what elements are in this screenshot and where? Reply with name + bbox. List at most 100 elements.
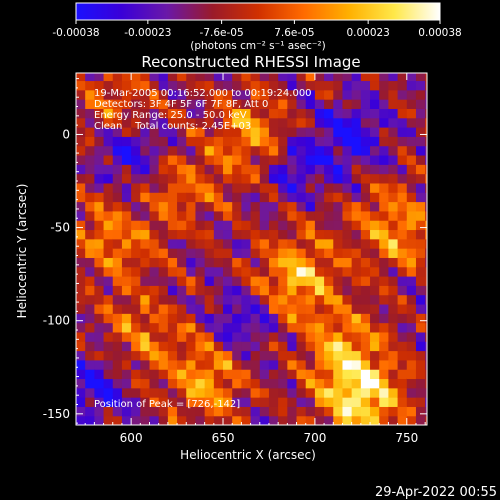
heatmap-cell [406, 331, 417, 342]
heatmap-cell [324, 210, 334, 221]
heatmap-cell [370, 238, 380, 249]
heatmap-cell [204, 145, 215, 156]
heatmap-cell [287, 313, 298, 324]
heatmap-cell [177, 303, 187, 314]
heatmap-cell [351, 182, 362, 193]
heatmap-cell [370, 145, 380, 156]
heatmap-cell [388, 322, 399, 333]
heatmap-cell [259, 303, 270, 314]
heatmap-cell [241, 285, 252, 296]
heatmap-cell [76, 210, 86, 221]
heatmap-cell [131, 192, 141, 203]
heatmap-cell [241, 369, 252, 380]
heatmap-cell [314, 303, 325, 314]
heatmap-cell [140, 73, 151, 82]
heatmap-cell [76, 322, 86, 333]
heatmap-cell [250, 285, 261, 296]
heatmap-cell [213, 331, 224, 342]
heatmap-cell [379, 89, 390, 100]
heatmap-cell [158, 154, 169, 165]
heatmap-cell [287, 73, 298, 82]
heatmap-cell [342, 117, 353, 128]
heatmap-cell [287, 257, 298, 268]
colorbar-tick-label: -0.00038 [52, 27, 99, 39]
heatmap-cell [213, 313, 224, 324]
heatmap-cell [94, 89, 105, 100]
heatmap-cell [158, 192, 169, 203]
heatmap-cell [177, 192, 187, 203]
heatmap-cell [305, 294, 316, 305]
heatmap-cell [241, 257, 252, 268]
heatmap-cell [112, 248, 123, 258]
heatmap-cell [415, 369, 426, 380]
heatmap-cell [296, 145, 307, 156]
heatmap-cell [259, 313, 270, 324]
heatmap-cell [177, 341, 187, 352]
heatmap-cell [204, 238, 215, 249]
heatmap-cell [94, 201, 105, 212]
heatmap-cell [397, 350, 408, 361]
heatmap-cell [140, 210, 151, 221]
heatmap-cell [121, 145, 132, 156]
heatmap-cell [305, 387, 316, 398]
heatmap-cell [351, 369, 362, 380]
heatmap-cell [406, 266, 417, 277]
heatmap-cell [333, 210, 344, 221]
heatmap-cell [121, 285, 132, 296]
heatmap-cell [186, 276, 197, 286]
heatmap-cell [177, 238, 187, 249]
heatmap-cell [94, 331, 105, 342]
heatmap-cell [223, 229, 233, 240]
heatmap-cell [379, 164, 390, 175]
heatmap-cell [415, 192, 426, 203]
heatmap-cell [186, 341, 197, 352]
heatmap-cell [342, 154, 353, 165]
heatmap-cell [250, 89, 261, 100]
heatmap-cell [140, 182, 151, 193]
annotation-clean-counts: Clean Total counts: 2.45E+03 [94, 121, 251, 132]
heatmap-cell [425, 387, 427, 398]
heatmap-cell [425, 117, 427, 128]
heatmap-cell [425, 127, 427, 137]
heatmap-cell [305, 313, 316, 324]
heatmap-cell [223, 89, 233, 100]
heatmap-cell [204, 359, 215, 370]
heatmap-cell [425, 164, 427, 175]
heatmap-cell [342, 136, 353, 147]
heatmap-cell [250, 238, 261, 249]
heatmap-cell [94, 154, 105, 165]
heatmap-cell [360, 303, 371, 314]
heatmap-cell [232, 99, 242, 109]
heatmap-cell [213, 397, 224, 407]
heatmap-cell [158, 73, 169, 82]
heatmap-cell [103, 127, 114, 137]
heatmap-cell [94, 369, 105, 380]
heatmap-cell [324, 182, 334, 193]
heatmap-cell [112, 331, 123, 342]
heatmap-cell [296, 108, 307, 119]
heatmap-cell [314, 285, 325, 296]
heatmap-cell [204, 80, 215, 91]
heatmap-cell [314, 210, 325, 221]
heatmap-cell [121, 415, 132, 425]
heatmap-cell [305, 303, 316, 314]
heatmap-cell [342, 378, 353, 389]
heatmap-cell [415, 303, 426, 314]
heatmap-cell [388, 127, 399, 137]
heatmap-cell [250, 341, 261, 352]
heatmap-cell [204, 173, 215, 184]
y-tick-label: 0 [62, 127, 70, 141]
heatmap-cell [131, 257, 141, 268]
heatmap-cell [425, 294, 427, 305]
heatmap-cell [213, 378, 224, 389]
heatmap-cell [94, 397, 105, 407]
heatmap-cell [268, 238, 279, 249]
heatmap-cell [177, 322, 187, 333]
heatmap-cell [112, 397, 123, 407]
heatmap-cell [324, 99, 334, 109]
heatmap-cell [370, 210, 380, 221]
heatmap-cell [425, 406, 427, 417]
heatmap-cell [324, 173, 334, 184]
heatmap-cell [131, 201, 141, 212]
heatmap-cell [223, 331, 233, 342]
